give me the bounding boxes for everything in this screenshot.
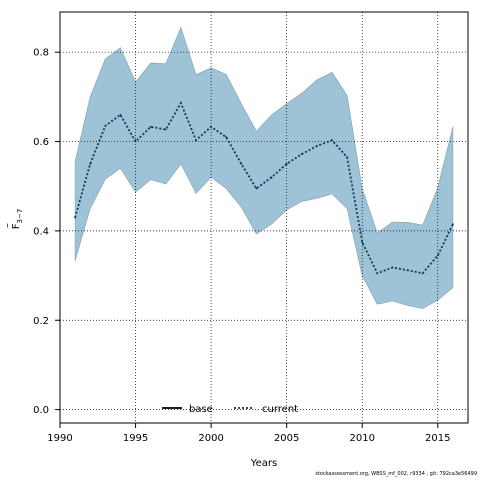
data-point-current-2012 bbox=[391, 266, 394, 269]
data-point-current-2006 bbox=[300, 153, 303, 155]
footer-credit: stockassessment.org, WBSS_mf_002, r9334 … bbox=[315, 471, 477, 477]
data-point-current-2004 bbox=[270, 176, 273, 179]
y-axis: 0.0 0.2 0.4 0.6 0.8 bbox=[33, 48, 60, 416]
data-point-current-2000 bbox=[210, 125, 213, 128]
plot-frame bbox=[59, 11, 469, 424]
data-point-current-2010 bbox=[361, 241, 364, 243]
data-point-current-2005 bbox=[285, 162, 288, 165]
y-axis-title: F3−7 – bbox=[2, 209, 24, 230]
y-axis-title-base: F bbox=[11, 223, 22, 229]
data-point-current-1996 bbox=[149, 125, 152, 128]
x-tick-label-2015: 2015 bbox=[425, 433, 450, 444]
confidence-band-current bbox=[74, 26, 454, 309]
data-point-current-2007 bbox=[315, 145, 318, 147]
data-point-current-1993 bbox=[104, 125, 107, 127]
confidence-band-layer bbox=[74, 26, 454, 309]
data-point-current-1999 bbox=[195, 139, 197, 142]
y-axis-title-subscript: 3−7 bbox=[16, 209, 24, 224]
data-point-current-2013 bbox=[406, 269, 409, 272]
x-axis-title: Years bbox=[250, 458, 277, 469]
y-tick-label-0.8: 0.8 bbox=[33, 48, 49, 59]
svg-text:F3−7: F3−7 bbox=[11, 209, 24, 230]
y-tick-label-0.4: 0.4 bbox=[33, 226, 49, 237]
data-point-current-1991 bbox=[74, 216, 77, 219]
data-point-current-2009 bbox=[346, 156, 349, 159]
y-tick-label-0.6: 0.6 bbox=[33, 137, 49, 148]
legend-label-base: base bbox=[189, 404, 213, 415]
x-axis: 1990 1995 2000 2005 2010 2015 bbox=[47, 423, 451, 444]
data-point-current-2003 bbox=[255, 187, 258, 190]
data-point-current-2016 bbox=[451, 223, 454, 226]
data-point-current-1997 bbox=[164, 128, 167, 131]
legend-label-current: current bbox=[262, 404, 298, 415]
data-point-current-1992 bbox=[89, 162, 92, 165]
y-axis-title-bar: – bbox=[2, 223, 13, 228]
data-point-current-2014 bbox=[421, 272, 424, 275]
data-point-current-2015 bbox=[436, 254, 439, 257]
data-point-current-2011 bbox=[376, 272, 379, 275]
series-line-current bbox=[74, 101, 454, 275]
x-tick-label-1990: 1990 bbox=[47, 433, 72, 444]
data-point-current-1994 bbox=[119, 113, 122, 116]
data-point-current-2008 bbox=[331, 139, 333, 142]
series-line-layer bbox=[74, 101, 454, 275]
x-tick-label-1995: 1995 bbox=[123, 433, 148, 444]
data-point-current-2001 bbox=[225, 136, 228, 138]
data-point-current-1995 bbox=[134, 140, 137, 143]
x-tick-label-2005: 2005 bbox=[274, 433, 299, 444]
legend: base current bbox=[162, 404, 298, 415]
data-point-current-1998 bbox=[179, 102, 182, 105]
y-tick-label-0.0: 0.0 bbox=[33, 405, 49, 416]
x-tick-label-2000: 2000 bbox=[198, 433, 223, 444]
data-point-current-2002 bbox=[240, 162, 243, 165]
x-tick-label-2010: 2010 bbox=[349, 433, 374, 444]
y-tick-label-0.2: 0.2 bbox=[33, 316, 49, 327]
